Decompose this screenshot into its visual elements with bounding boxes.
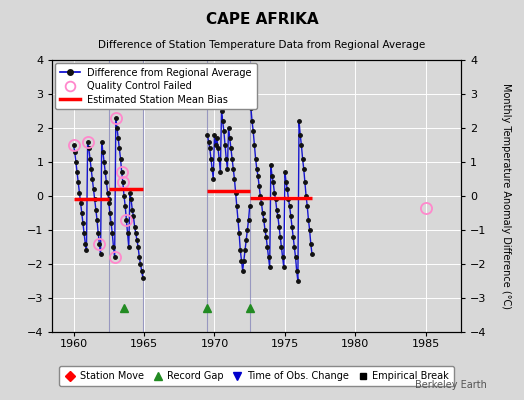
Text: CAPE AFRIKA: CAPE AFRIKA (206, 12, 318, 27)
Y-axis label: Monthly Temperature Anomaly Difference (°C): Monthly Temperature Anomaly Difference (… (500, 83, 510, 309)
Text: Difference of Station Temperature Data from Regional Average: Difference of Station Temperature Data f… (99, 40, 425, 50)
Text: Berkeley Earth: Berkeley Earth (416, 380, 487, 390)
Legend: Station Move, Record Gap, Time of Obs. Change, Empirical Break: Station Move, Record Gap, Time of Obs. C… (60, 366, 454, 386)
Legend: Difference from Regional Average, Quality Control Failed, Estimated Station Mean: Difference from Regional Average, Qualit… (56, 63, 257, 110)
